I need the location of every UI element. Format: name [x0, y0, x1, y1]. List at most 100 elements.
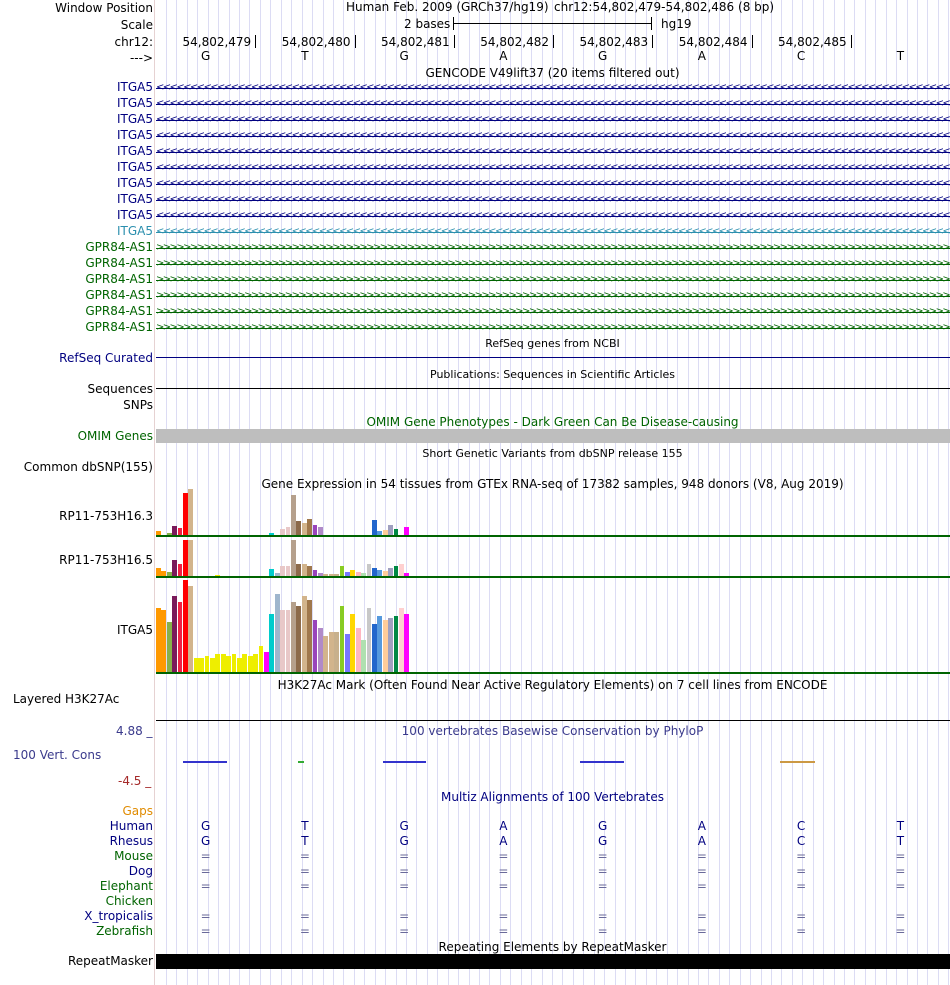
- gtex-bar[interactable]: [388, 618, 393, 672]
- gtex-bar[interactable]: [372, 624, 377, 672]
- gtex-bar[interactable]: [177, 564, 183, 576]
- transcript-label[interactable]: GPR84-AS1: [85, 288, 153, 302]
- gtex-bar[interactable]: [172, 560, 177, 576]
- transcript-label[interactable]: ITGA5: [116, 112, 153, 126]
- gtex-bar[interactable]: [388, 525, 393, 535]
- omim-label[interactable]: OMIM Genes: [77, 429, 153, 443]
- gtex-bar[interactable]: [296, 521, 302, 535]
- species-label[interactable]: Rhesus: [109, 834, 153, 848]
- transcript-line[interactable]: <<<<<<<<<<<<<<<<<<<<<<<<<<<<<<<<<<<<<<<<…: [156, 115, 950, 125]
- gtex-bar[interactable]: [156, 608, 161, 672]
- species-label[interactable]: Zebrafish: [96, 924, 153, 938]
- species-label[interactable]: X_tropicalis: [84, 909, 153, 923]
- gtex-bar[interactable]: [388, 568, 393, 576]
- gtex-bar[interactable]: [269, 614, 275, 672]
- gtex-bar[interactable]: [280, 529, 285, 535]
- transcript-line[interactable]: >>>>>>>>>>>>>>>>>>>>>>>>>>>>>>>>>>>>>>>>…: [156, 243, 950, 253]
- gtex-bar[interactable]: [193, 658, 199, 672]
- conservation-segment[interactable]: [183, 761, 227, 763]
- gtex-bar[interactable]: [366, 564, 372, 576]
- gtex-bar[interactable]: [156, 568, 161, 576]
- gtex-bar[interactable]: [318, 573, 323, 576]
- gtex-gene-label[interactable]: RP11-753H16.3: [59, 509, 153, 523]
- transcript-label[interactable]: ITGA5: [116, 208, 153, 222]
- gtex-bar[interactable]: [274, 594, 280, 672]
- gtex-bar[interactable]: [188, 586, 194, 672]
- transcript-line[interactable]: <<<<<<<<<<<<<<<<<<<<<<<<<<<<<<<<<<<<<<<<…: [156, 163, 950, 173]
- gtex-bar[interactable]: [258, 646, 264, 672]
- conservation-segment[interactable]: [383, 761, 426, 763]
- refseq-gene-line[interactable]: [156, 357, 950, 358]
- gtex-bar[interactable]: [345, 572, 350, 576]
- gtex-bar[interactable]: [269, 569, 275, 576]
- transcript-line[interactable]: <<<<<<<<<<<<<<<<<<<<<<<<<<<<<<<<<<<<<<<<…: [156, 147, 950, 157]
- strand-label[interactable]: --->: [129, 51, 153, 65]
- gtex-bar[interactable]: [199, 658, 204, 672]
- gtex-bar[interactable]: [334, 574, 339, 576]
- gtex-bar[interactable]: [393, 529, 399, 535]
- gtex-bar[interactable]: [334, 632, 339, 672]
- conservation-segment[interactable]: [780, 761, 815, 763]
- gtex-bar[interactable]: [393, 566, 399, 576]
- gtex-bar[interactable]: [307, 600, 312, 672]
- gtex-bar[interactable]: [188, 489, 194, 535]
- gtex-bar[interactable]: [404, 527, 410, 535]
- gtex-bar[interactable]: [215, 575, 221, 576]
- gtex-bar[interactable]: [285, 610, 291, 672]
- gtex-bar[interactable]: [161, 571, 167, 576]
- gtex-bar[interactable]: [172, 526, 177, 535]
- transcript-label[interactable]: ITGA5: [116, 96, 153, 110]
- conservation-label[interactable]: 100 Vert. Cons: [13, 748, 102, 762]
- gtex-bar[interactable]: [269, 533, 275, 535]
- gtex-bar[interactable]: [183, 540, 188, 576]
- transcript-line[interactable]: <<<<<<<<<<<<<<<<<<<<<<<<<<<<<<<<<<<<<<<<…: [156, 131, 950, 141]
- gtex-bar[interactable]: [377, 570, 383, 576]
- gtex-bar[interactable]: [166, 533, 172, 535]
- gtex-bar[interactable]: [166, 572, 172, 576]
- gtex-bar[interactable]: [291, 540, 296, 576]
- omim-feature-bar[interactable]: [156, 429, 950, 443]
- conservation-segment[interactable]: [580, 761, 624, 763]
- species-label[interactable]: Chicken: [105, 894, 153, 908]
- gtex-bar[interactable]: [382, 620, 388, 672]
- gtex-bar[interactable]: [183, 493, 188, 535]
- gtex-bar[interactable]: [253, 654, 258, 672]
- transcript-label[interactable]: GPR84-AS1: [85, 320, 153, 334]
- transcript-line[interactable]: >>>>>>>>>>>>>>>>>>>>>>>>>>>>>>>>>>>>>>>>…: [156, 259, 950, 269]
- gtex-bar[interactable]: [296, 564, 302, 576]
- gtex-gene-label[interactable]: ITGA5: [116, 623, 153, 637]
- gtex-bar[interactable]: [307, 519, 312, 535]
- gtex-bar[interactable]: [301, 596, 307, 672]
- transcript-line[interactable]: <<<<<<<<<<<<<<<<<<<<<<<<<<<<<<<<<<<<<<<<…: [156, 211, 950, 221]
- gtex-bar[interactable]: [280, 566, 285, 576]
- gtex-bar[interactable]: [285, 527, 291, 535]
- gtex-bar[interactable]: [285, 566, 291, 576]
- gtex-bar[interactable]: [231, 654, 237, 672]
- gtex-bar[interactable]: [350, 570, 356, 576]
- transcript-line[interactable]: >>>>>>>>>>>>>>>>>>>>>>>>>>>>>>>>>>>>>>>>…: [156, 275, 950, 285]
- gtex-bar[interactable]: [226, 656, 231, 672]
- gtex-gene-label[interactable]: RP11-753H16.5: [59, 553, 153, 567]
- gtex-bar[interactable]: [355, 628, 361, 672]
- transcript-label[interactable]: ITGA5: [116, 176, 153, 190]
- gtex-bar[interactable]: [312, 525, 318, 535]
- gtex-bar[interactable]: [312, 570, 318, 576]
- gtex-bar[interactable]: [312, 620, 318, 672]
- gtex-bar[interactable]: [377, 616, 383, 672]
- gtex-bar[interactable]: [366, 608, 372, 672]
- transcript-line[interactable]: <<<<<<<<<<<<<<<<<<<<<<<<<<<<<<<<<<<<<<<<…: [156, 99, 950, 109]
- gtex-bar[interactable]: [323, 574, 329, 576]
- gtex-bar[interactable]: [372, 520, 377, 535]
- gtex-bar[interactable]: [161, 610, 167, 672]
- transcript-label[interactable]: GPR84-AS1: [85, 256, 153, 270]
- gtex-bar[interactable]: [355, 572, 361, 576]
- gtex-bar[interactable]: [399, 608, 404, 672]
- gtex-bar[interactable]: [177, 602, 183, 672]
- transcript-label[interactable]: ITGA5: [116, 160, 153, 174]
- transcript-line[interactable]: <<<<<<<<<<<<<<<<<<<<<<<<<<<<<<<<<<<<<<<<…: [156, 195, 950, 205]
- gtex-bar[interactable]: [291, 495, 296, 535]
- gtex-bar[interactable]: [345, 634, 350, 672]
- gtex-bar[interactable]: [377, 531, 383, 535]
- gtex-bar[interactable]: [382, 571, 388, 576]
